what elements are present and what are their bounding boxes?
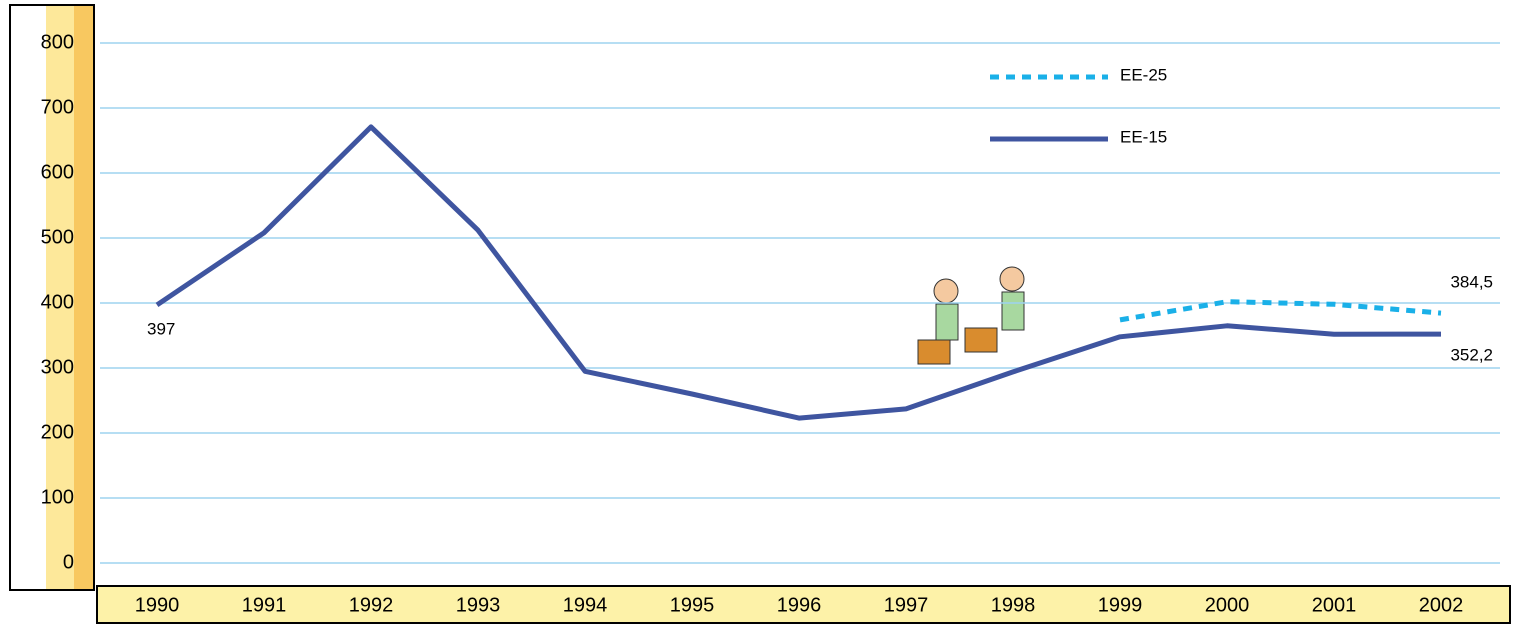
x-tick-label: 2002 bbox=[1419, 594, 1464, 616]
data-label: 397 bbox=[147, 319, 175, 338]
grid bbox=[100, 43, 1500, 563]
plot bbox=[157, 127, 1441, 418]
x-tick-label: 1996 bbox=[777, 594, 822, 616]
y-tick-label: 400 bbox=[41, 291, 74, 313]
data-label: 352,2 bbox=[1450, 346, 1493, 365]
data-label: 384,5 bbox=[1450, 273, 1493, 292]
x-tick-label: 1994 bbox=[563, 594, 608, 616]
legend-label: EE-15 bbox=[1120, 127, 1167, 146]
series-line bbox=[157, 127, 1441, 418]
y-tick-label: 800 bbox=[41, 31, 74, 53]
y-tick-label: 600 bbox=[41, 161, 74, 183]
illustration bbox=[918, 267, 1024, 364]
y-tick-label: 700 bbox=[41, 96, 74, 118]
y-tick-label: 500 bbox=[41, 226, 74, 248]
y-axis-stripe bbox=[74, 6, 93, 589]
y-tick-label: 0 bbox=[63, 551, 74, 573]
x-tick-label: 1992 bbox=[349, 594, 394, 616]
x-tick-label: 1999 bbox=[1098, 594, 1143, 616]
x-tick-label: 2001 bbox=[1312, 594, 1357, 616]
x-tick-label: 1990 bbox=[135, 594, 180, 616]
x-tick-label: 1997 bbox=[884, 594, 929, 616]
x-tick-label: 2000 bbox=[1205, 594, 1250, 616]
x-tick-label: 1995 bbox=[670, 594, 715, 616]
series-line bbox=[1120, 302, 1441, 320]
y-tick-label: 300 bbox=[41, 356, 74, 378]
x-tick-label: 1993 bbox=[456, 594, 501, 616]
legend-label: EE-25 bbox=[1120, 65, 1167, 84]
chart: 0 100 200 300 400 500 600 700 800 1990 1991 1992 199… bbox=[0, 0, 1516, 624]
x-tick-label: 1998 bbox=[991, 594, 1036, 616]
y-tick-label: 200 bbox=[41, 421, 74, 443]
y-tick-label: 100 bbox=[41, 486, 74, 508]
x-tick-label: 1991 bbox=[242, 594, 287, 616]
